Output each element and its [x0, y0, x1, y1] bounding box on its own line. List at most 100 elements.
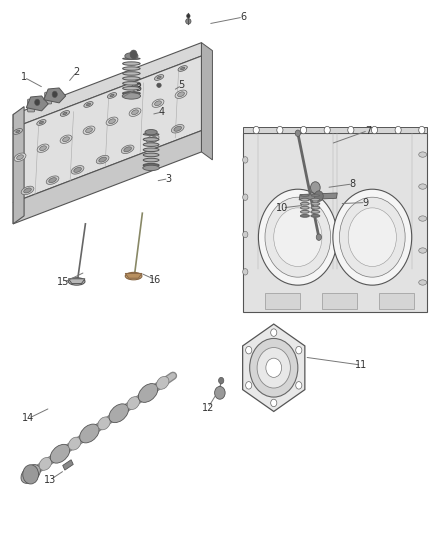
Ellipse shape: [171, 125, 184, 133]
Text: 13: 13: [44, 475, 57, 484]
Polygon shape: [63, 460, 73, 470]
Ellipse shape: [39, 121, 43, 124]
Text: 12: 12: [202, 403, 214, 413]
Ellipse shape: [300, 195, 309, 197]
Ellipse shape: [123, 86, 140, 90]
Polygon shape: [68, 279, 85, 284]
Circle shape: [277, 126, 283, 134]
Ellipse shape: [71, 166, 84, 174]
Circle shape: [23, 465, 39, 484]
Ellipse shape: [46, 176, 59, 184]
Ellipse shape: [24, 188, 32, 193]
Circle shape: [35, 99, 40, 106]
Ellipse shape: [123, 62, 140, 66]
Ellipse shape: [311, 214, 320, 217]
Ellipse shape: [311, 211, 320, 213]
Ellipse shape: [63, 112, 67, 115]
Ellipse shape: [145, 130, 157, 135]
Ellipse shape: [14, 153, 26, 161]
Text: 8: 8: [350, 179, 356, 189]
Ellipse shape: [68, 437, 81, 450]
Ellipse shape: [174, 126, 181, 131]
Ellipse shape: [17, 155, 23, 159]
Ellipse shape: [109, 404, 128, 423]
Text: 14: 14: [22, 414, 35, 423]
Text: 5: 5: [179, 80, 185, 90]
Text: 4: 4: [159, 107, 165, 117]
Ellipse shape: [178, 92, 184, 96]
Ellipse shape: [143, 133, 159, 135]
Ellipse shape: [124, 147, 131, 152]
Circle shape: [316, 234, 321, 240]
Circle shape: [296, 382, 302, 389]
Circle shape: [295, 130, 300, 136]
Circle shape: [348, 126, 354, 134]
Ellipse shape: [127, 397, 140, 409]
Ellipse shape: [123, 92, 140, 94]
Ellipse shape: [132, 110, 138, 115]
Ellipse shape: [419, 152, 427, 157]
Ellipse shape: [157, 83, 161, 87]
Ellipse shape: [123, 58, 140, 60]
Circle shape: [296, 346, 302, 354]
Circle shape: [246, 382, 252, 389]
Circle shape: [395, 126, 401, 134]
Ellipse shape: [143, 158, 159, 162]
Circle shape: [257, 348, 290, 388]
Ellipse shape: [419, 280, 427, 285]
Polygon shape: [201, 43, 212, 160]
Ellipse shape: [21, 186, 34, 195]
Ellipse shape: [143, 143, 159, 147]
Circle shape: [215, 386, 225, 399]
Ellipse shape: [125, 53, 138, 59]
Ellipse shape: [155, 75, 164, 80]
Polygon shape: [13, 43, 201, 128]
Ellipse shape: [50, 445, 70, 463]
Ellipse shape: [131, 84, 140, 90]
Bar: [379, 293, 414, 309]
Ellipse shape: [123, 82, 140, 85]
Ellipse shape: [300, 198, 309, 201]
Ellipse shape: [143, 153, 159, 157]
Circle shape: [187, 14, 190, 18]
Ellipse shape: [39, 457, 52, 470]
Text: 7: 7: [365, 126, 371, 135]
Ellipse shape: [106, 117, 118, 125]
Circle shape: [271, 329, 277, 336]
Ellipse shape: [49, 177, 57, 183]
FancyBboxPatch shape: [45, 92, 52, 104]
Circle shape: [219, 377, 224, 384]
Ellipse shape: [121, 145, 134, 154]
Ellipse shape: [83, 126, 95, 134]
Circle shape: [243, 269, 248, 275]
Ellipse shape: [143, 164, 159, 166]
Ellipse shape: [419, 248, 427, 253]
Polygon shape: [125, 273, 142, 278]
Ellipse shape: [123, 77, 140, 80]
Ellipse shape: [84, 102, 93, 107]
Text: 16: 16: [149, 275, 162, 285]
Ellipse shape: [419, 184, 427, 189]
Polygon shape: [299, 193, 337, 200]
Circle shape: [258, 189, 337, 285]
Circle shape: [130, 50, 137, 59]
Ellipse shape: [123, 92, 140, 95]
Ellipse shape: [60, 135, 72, 143]
Text: 3: 3: [166, 174, 172, 183]
Text: 3: 3: [135, 83, 141, 93]
Circle shape: [311, 182, 320, 193]
Bar: [322, 293, 357, 309]
Text: 15: 15: [57, 278, 70, 287]
Ellipse shape: [37, 119, 46, 125]
Text: 1: 1: [21, 72, 27, 82]
Ellipse shape: [107, 93, 117, 98]
Ellipse shape: [180, 67, 185, 70]
Polygon shape: [13, 107, 24, 224]
Text: 11: 11: [355, 360, 367, 370]
Circle shape: [246, 346, 252, 354]
Circle shape: [333, 189, 412, 285]
Ellipse shape: [37, 144, 49, 152]
Ellipse shape: [311, 206, 320, 209]
Ellipse shape: [80, 424, 99, 443]
Ellipse shape: [146, 135, 159, 143]
